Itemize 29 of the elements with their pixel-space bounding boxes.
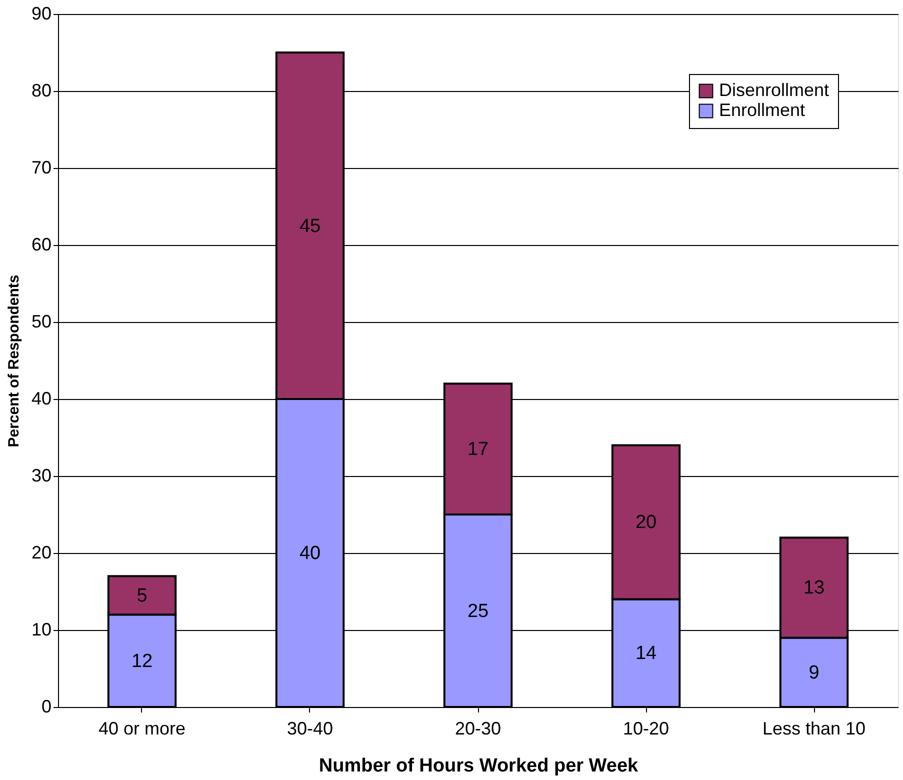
data-label: 12 (131, 650, 153, 672)
x-tick-label: Less than 10 (762, 718, 866, 738)
x-tick-label: 10-20 (622, 718, 670, 738)
y-tick-label: 10 (31, 620, 52, 640)
y-tick-label: 50 (31, 312, 52, 332)
y-tick-label: 80 (31, 80, 52, 100)
y-tick-label: 0 (41, 696, 52, 716)
y-tick-label: 70 (31, 158, 52, 178)
x-tick-label: 30-40 (286, 718, 334, 738)
data-label: 5 (136, 585, 148, 606)
data-label: 13 (803, 578, 825, 599)
y-tick-label: 40 (31, 388, 52, 408)
y-tick-label: 30 (31, 466, 52, 486)
legend-label: Disenrollment (719, 80, 830, 100)
data-label: 45 (299, 216, 321, 237)
legend-label: Enrollment (719, 100, 806, 120)
data-label: 40 (299, 543, 321, 564)
x-tick-label: 40 or more (98, 718, 186, 738)
y-tick-label: 90 (31, 4, 52, 24)
data-label: 20 (635, 512, 657, 534)
x-tick-label: 20-30 (454, 718, 502, 738)
y-tick-label: 20 (31, 542, 52, 562)
y-tick-label: 60 (31, 234, 52, 254)
data-label: 25 (467, 600, 489, 622)
x-axis-title: Number of Hours Worked per Week (318, 756, 639, 776)
data-label: 17 (467, 439, 489, 460)
data-label: 9 (808, 662, 820, 684)
data-label: 14 (635, 643, 657, 664)
y-axis-title: Percent of Respondents (5, 274, 22, 448)
